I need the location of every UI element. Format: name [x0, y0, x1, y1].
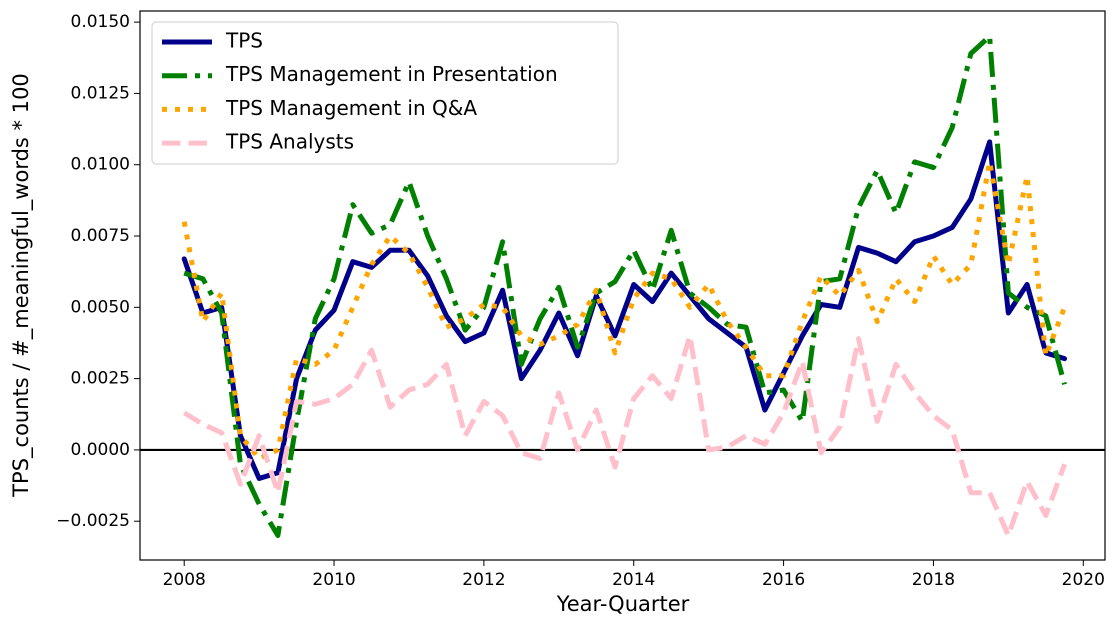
- legend-label: TPS Management in Presentation: [225, 62, 558, 86]
- y-tick-label: 0.0000: [71, 440, 130, 460]
- legend: TPS TPS Management in Presentation TPS Man…: [151, 21, 619, 165]
- legend-box: [151, 21, 619, 165]
- x-tick-label: 2008: [163, 570, 206, 590]
- x-tick-label: 2016: [762, 570, 805, 590]
- series-line: [183, 33, 1067, 538]
- series-line: [181, 139, 1068, 481]
- x-axis-label: Year-Quarter: [556, 592, 690, 616]
- y-tick-label: 0.0075: [71, 226, 130, 246]
- plot-area: [140, 33, 1105, 538]
- y-tick-label: −0.0025: [56, 511, 130, 531]
- x-tick-label: 2012: [462, 570, 505, 590]
- x-tick-label: 2014: [612, 570, 655, 590]
- y-tick-label: 0.0125: [71, 83, 130, 103]
- y-tick-label: 0.0050: [71, 297, 130, 317]
- x-tick-label: 2018: [912, 570, 955, 590]
- plot-frame: [139, 10, 1106, 561]
- y-tick-label: 0.0100: [71, 155, 130, 175]
- y-tick-label: 0.0150: [71, 12, 130, 32]
- x-tick-label: 2010: [312, 570, 355, 590]
- legend-label: TPS Analysts: [225, 130, 354, 154]
- legend-label: TPS Management in Q&A: [225, 96, 477, 120]
- y-tick-label: 0.0025: [71, 369, 130, 389]
- x-tick-label: 2020: [1062, 570, 1105, 590]
- legend-label: TPS: [225, 29, 263, 53]
- y-axis-label: TPS_counts / #_meaningful_words * 100: [9, 73, 34, 498]
